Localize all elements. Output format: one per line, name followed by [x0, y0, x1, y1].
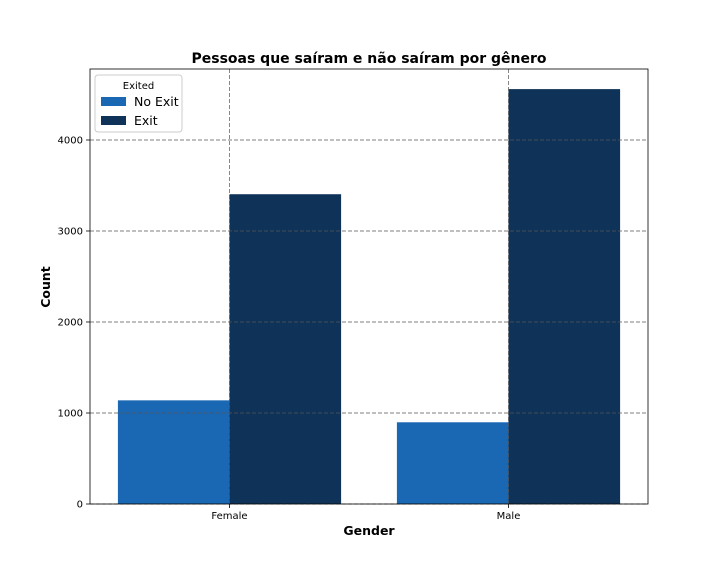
- plot-frame: [89, 68, 649, 505]
- x-tick-label: Female: [211, 511, 247, 522]
- legend-title: Exited: [123, 81, 154, 92]
- y-tick-label: 1000: [58, 408, 83, 419]
- y-axis-ticks: 0 1000 2000 3000 4000: [58, 135, 90, 511]
- y-tick-label: 4000: [58, 135, 83, 146]
- legend: Exited No Exit Exit: [94, 74, 183, 133]
- x-tick-label: Male: [497, 511, 521, 522]
- y-tick-label: 3000: [58, 226, 83, 237]
- bar-exit-male: [508, 89, 621, 504]
- gridlines: [90, 69, 648, 505]
- bar-no-exit-male: [396, 422, 509, 504]
- chart-title: Pessoas que saíram e não saíram por gêne…: [191, 51, 546, 67]
- y-tick-label: 0: [77, 500, 83, 511]
- x-axis-label: Gender: [343, 523, 395, 538]
- x-axis-ticks: Female Male: [211, 504, 520, 522]
- legend-swatch-no-exit: [101, 97, 126, 106]
- legend-label-no-exit: No Exit: [134, 94, 179, 109]
- y-tick-label: 2000: [58, 317, 83, 328]
- legend-swatch-exit: [101, 116, 126, 125]
- legend-label-exit: Exit: [134, 113, 158, 128]
- bar-no-exit-female: [117, 400, 230, 504]
- bars: [117, 89, 621, 505]
- bar-exit-female: [229, 194, 342, 505]
- y-axis-label: Count: [38, 266, 53, 308]
